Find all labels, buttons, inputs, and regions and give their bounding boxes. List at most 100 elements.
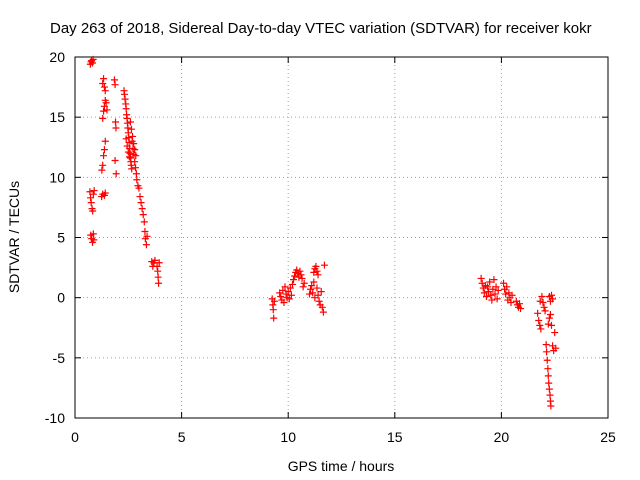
data-point [138, 205, 146, 213]
data-point [494, 286, 502, 294]
y-tick-label: 0 [57, 290, 65, 306]
data-point [130, 150, 138, 158]
data-point [112, 124, 120, 132]
data-point [88, 59, 96, 67]
y-tick-label: -10 [45, 410, 65, 426]
data-point [317, 288, 325, 296]
data-point [502, 290, 510, 298]
data-point [313, 284, 321, 292]
data-point [540, 303, 548, 311]
data-point [319, 308, 327, 316]
data-point [99, 161, 107, 169]
data-point [101, 189, 109, 197]
data-point [320, 261, 328, 269]
data-point [545, 379, 553, 387]
data-point [551, 329, 559, 337]
data-point [132, 170, 140, 178]
data-point [100, 107, 108, 115]
data-point [269, 306, 277, 314]
data-point [112, 170, 120, 178]
chart-title: Day 263 of 2018, Sidereal Day-to-day VTE… [50, 20, 592, 37]
data-point [154, 267, 162, 275]
data-point [548, 291, 556, 299]
data-point [277, 292, 285, 300]
data-point [310, 278, 318, 286]
data-point [487, 291, 495, 299]
data-point [300, 279, 308, 287]
data-point [98, 166, 106, 174]
data-point [89, 230, 97, 238]
data-point [120, 90, 128, 98]
plot-frame [74, 56, 609, 419]
data-point [314, 291, 322, 299]
data-point [308, 282, 316, 290]
data-point [103, 106, 111, 114]
data-point [516, 300, 524, 308]
x-tick-label: 25 [600, 429, 616, 445]
data-point [131, 146, 139, 154]
data-point [546, 311, 554, 319]
y-tick-label: 20 [49, 49, 65, 65]
data-point [539, 298, 547, 306]
data-point [132, 164, 140, 172]
data-point [503, 283, 511, 291]
data-point [297, 271, 305, 279]
data-point [287, 291, 295, 299]
data-point [101, 137, 109, 145]
data-point [314, 271, 322, 279]
data-point [484, 283, 492, 291]
data-point [312, 262, 320, 270]
data-point [100, 146, 108, 154]
data-point [313, 267, 321, 275]
data-point [155, 259, 163, 267]
data-point [124, 148, 132, 156]
y-tick-label: -5 [53, 350, 66, 366]
data-point [538, 292, 546, 300]
data-point [545, 314, 553, 322]
data-point [307, 285, 315, 293]
data-point [290, 276, 298, 284]
data-point [500, 279, 508, 287]
x-tick-label: 5 [178, 429, 186, 445]
data-point [110, 76, 118, 84]
data-point [543, 348, 551, 356]
data-point [284, 288, 292, 296]
data-point [128, 137, 136, 145]
data-point [543, 356, 551, 364]
data-point [111, 81, 119, 89]
data-point [549, 342, 557, 350]
data-point [550, 347, 558, 355]
data-point [281, 283, 289, 291]
data-point [544, 365, 552, 373]
x-tick-label: 0 [71, 429, 79, 445]
data-point [486, 278, 494, 286]
data-point [155, 279, 163, 287]
data-point [536, 321, 544, 329]
data-point [99, 114, 107, 122]
data-point [90, 236, 98, 244]
data-point [89, 55, 97, 63]
data-point [111, 156, 119, 164]
data-point [318, 303, 326, 311]
data-point [122, 105, 130, 113]
data-point [143, 232, 151, 240]
data-point [122, 135, 130, 143]
data-point [491, 290, 499, 298]
data-point [100, 102, 108, 110]
data-point [87, 194, 95, 202]
data-point [139, 211, 147, 219]
data-point [87, 199, 95, 207]
data-point [101, 87, 109, 95]
data-point [123, 142, 131, 150]
data-point [488, 296, 496, 304]
data-point [102, 99, 110, 107]
y-tick-label: 15 [49, 109, 65, 125]
data-point [547, 402, 555, 410]
data-point [137, 199, 145, 207]
data-point [485, 288, 493, 296]
data-point [541, 307, 549, 315]
data-point [299, 283, 307, 291]
data-point [507, 298, 515, 306]
data-point [131, 158, 139, 166]
